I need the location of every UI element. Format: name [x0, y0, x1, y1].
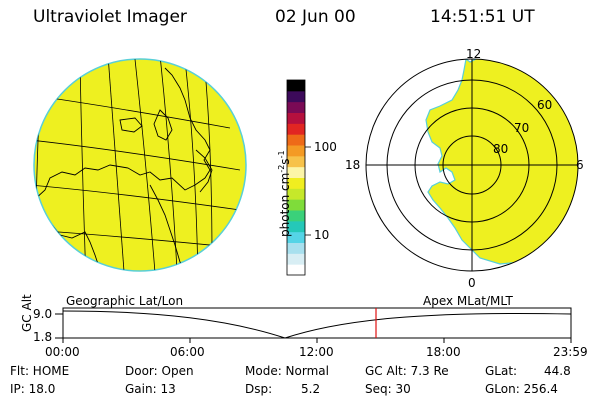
colorbar-cell — [287, 145, 305, 157]
colorbar-cell — [287, 134, 305, 146]
timeline-x-tick: 12:00 — [299, 345, 334, 359]
colorbar-cell — [287, 80, 305, 92]
status-ip: IP: 18.0 — [10, 382, 56, 396]
timeline-y-label: GC Alt — [20, 294, 34, 332]
colorbar-cell — [287, 210, 305, 222]
colorbar-cell — [287, 177, 305, 189]
app-title: Ultraviolet Imager — [33, 7, 187, 27]
status-glat-value: 44.8 — [544, 364, 571, 378]
status-glon: GLon: 256.4 — [485, 382, 558, 396]
time-label: 14:51:51 UT — [430, 7, 535, 27]
polar-grid — [365, 58, 579, 272]
status-mode: Mode: Normal — [245, 364, 329, 378]
timeline-x-tick: 00:00 — [45, 345, 80, 359]
status-flight: Flt: HOME — [10, 364, 70, 378]
status-gc-alt: GC Alt: 7.3 Re — [365, 364, 449, 378]
colorbar-unit-label: photon cm-2s-1 — [277, 150, 292, 237]
mlt-label-bottom: 0 — [468, 276, 476, 290]
colorbar-tick-10: 10 — [314, 228, 330, 242]
colorbar-cell — [287, 112, 305, 124]
colorbar-cell — [287, 242, 305, 254]
colorbar-cell — [287, 264, 305, 276]
colorbar-cell — [287, 253, 305, 265]
polar-plot — [365, 58, 579, 272]
geographic-image-panel — [33, 58, 247, 272]
colorbar-cell — [287, 199, 305, 211]
colorbar-tick-100: 100 — [314, 140, 337, 154]
timeline-left-caption: Geographic Lat/Lon — [66, 294, 184, 308]
timeline-y-tick-top: 9.0 — [33, 307, 53, 321]
timeline-x-tick: 18:00 — [426, 345, 461, 359]
colorbar — [286, 79, 311, 276]
colorbar-cell — [287, 123, 305, 135]
colorbar-cell — [287, 231, 305, 243]
timeline-x-tick: 06:00 — [170, 345, 205, 359]
mlt-label-left: 18 — [345, 158, 361, 172]
status-gain: Gain: 13 — [125, 382, 176, 396]
timeline-x-tick: 23:59 — [553, 345, 588, 359]
colorbar-cell — [287, 220, 305, 233]
colorbar-cell — [287, 188, 305, 200]
mlat-label-60: 60 — [537, 98, 553, 112]
timeline-ticks — [55, 313, 572, 343]
timeline-right-caption: Apex MLat/MLT — [423, 294, 513, 308]
status-dsp-value: 5.2 — [301, 382, 321, 396]
mlt-label-top: 12 — [466, 47, 482, 61]
colorbar-cell — [287, 155, 305, 168]
mlat-label-80: 80 — [493, 142, 509, 156]
colorbar-cell — [287, 166, 305, 178]
colorbar-cell — [287, 101, 305, 113]
timeline-plot — [55, 307, 572, 343]
date-label: 02 Jun 00 — [275, 7, 356, 27]
mlt-label-right: 6 — [576, 158, 584, 172]
mlat-label-70: 70 — [514, 121, 530, 135]
timeline-y-tick-bottom: 1.8 — [33, 330, 53, 344]
status-glat-label: GLat: — [485, 364, 518, 378]
status-door: Door: Open — [125, 364, 194, 378]
status-dsp-label: Dsp: — [245, 382, 273, 396]
colorbar-cell — [287, 90, 305, 103]
status-seq: Seq: 30 — [365, 382, 411, 396]
